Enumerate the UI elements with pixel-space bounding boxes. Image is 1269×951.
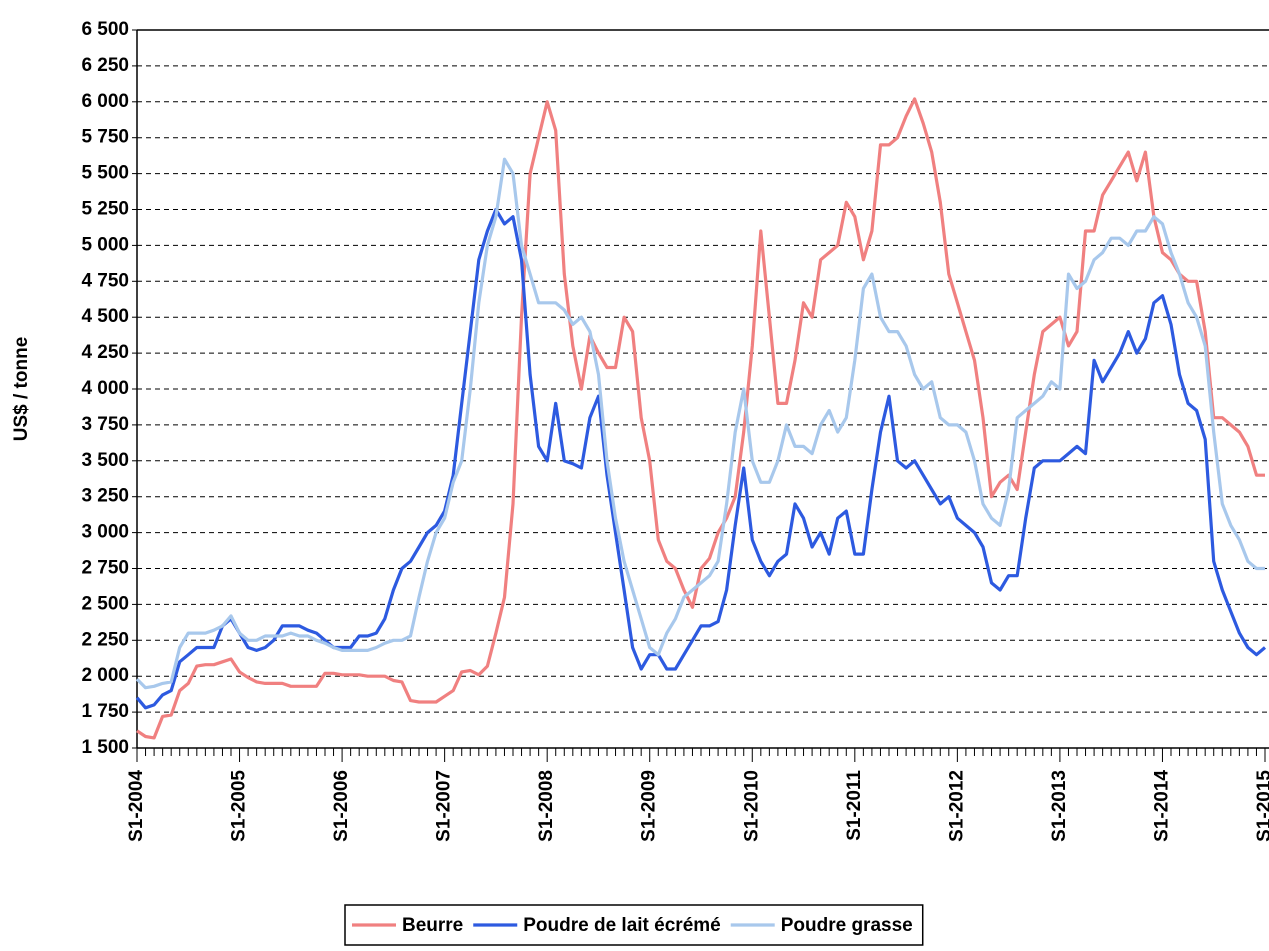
x-tick-label: S1-2015 (1254, 770, 1269, 842)
legend-box (344, 904, 924, 946)
series-line (136, 97, 1265, 740)
y-tick-label: 4 750 (81, 270, 129, 291)
legend-label: Beurre (402, 915, 463, 936)
series-line (135, 157, 1265, 690)
x-tick-label: S1-2013 (1049, 770, 1070, 842)
y-tick-label: 4 250 (81, 342, 129, 363)
y-tick-label: 6 000 (81, 91, 129, 112)
y-tick-label: 2 000 (81, 665, 129, 686)
x-tick-label: S1-2011 (844, 770, 865, 841)
legend: Beurre Poudre de lait écrémé Poudre grasse (344, 904, 924, 946)
y-tick-label: 4 500 (81, 306, 129, 327)
y-tick-label: 3 000 (81, 522, 129, 543)
x-tick-label: S1-2005 (229, 770, 250, 842)
y-tick-label: 1 500 (81, 737, 129, 758)
x-tick-label: S1-2006 (331, 770, 352, 842)
x-tick-label: S1-2007 (434, 770, 455, 842)
x-tick-label: S1-2008 (536, 770, 557, 842)
x-tick-label: S1-2004 (126, 770, 147, 842)
y-tick-label: 3 250 (81, 486, 129, 507)
y-tick-label: 5 750 (81, 127, 129, 148)
x-tick-label: S1-2014 (1151, 770, 1172, 842)
y-tick-label: 5 000 (81, 234, 129, 255)
y-axis-title: US$ / tonne (11, 337, 32, 442)
y-tick-label: 2 250 (81, 629, 129, 650)
y-tick-label: 6 500 (81, 19, 129, 40)
legend-label: Poudre de lait écrémé (523, 915, 720, 936)
x-tick-label: S1-2012 (946, 770, 967, 842)
series-line (135, 207, 1267, 710)
y-tick-label: 5 250 (81, 199, 129, 220)
y-tick-label: 3 750 (81, 414, 129, 435)
y-tick-label: 6 250 (81, 55, 129, 76)
y-tick-label: 1 750 (81, 701, 129, 722)
y-tick-label: 3 500 (81, 450, 129, 471)
y-tick-label: 5 500 (81, 163, 129, 184)
y-tick-label: 4 000 (81, 378, 129, 399)
y-tick-label: 2 500 (81, 593, 129, 614)
x-tick-label: S1-2009 (639, 770, 660, 842)
x-tick-label: S1-2010 (741, 770, 762, 842)
y-tick-label: 2 750 (81, 558, 129, 579)
legend-label: Poudre grasse (781, 915, 913, 936)
